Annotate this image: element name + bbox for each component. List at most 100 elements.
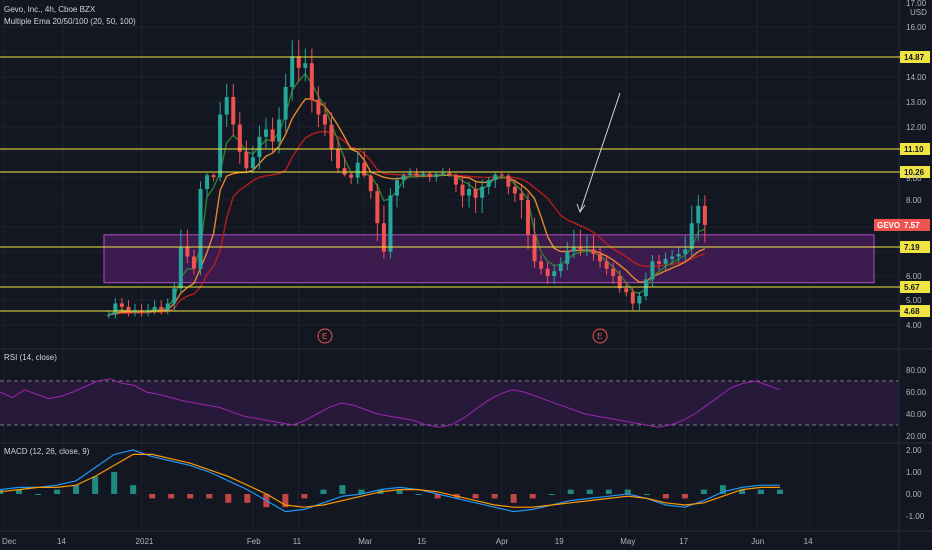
candle bbox=[133, 303, 137, 317]
time-axis-label: 17 bbox=[679, 537, 688, 546]
candle bbox=[309, 48, 314, 113]
candle bbox=[355, 151, 360, 184]
candle bbox=[362, 151, 367, 178]
candle bbox=[349, 172, 354, 184]
macd-histogram-bar bbox=[529, 494, 536, 499]
candle-body bbox=[683, 249, 688, 255]
time-axis-label: Mar bbox=[358, 537, 372, 546]
macd-histogram-bar bbox=[548, 494, 555, 495]
price-tick: 17.00 bbox=[906, 0, 927, 8]
candle bbox=[388, 188, 393, 259]
rsi-tick: 80.00 bbox=[906, 366, 927, 375]
candle-body bbox=[211, 175, 216, 178]
candle bbox=[571, 229, 576, 259]
rsi-line bbox=[0, 378, 781, 428]
macd-histogram-bar bbox=[662, 494, 669, 499]
candle-body bbox=[342, 168, 347, 175]
candle bbox=[113, 298, 118, 319]
candle bbox=[198, 181, 203, 275]
macd-histogram-bar bbox=[358, 489, 365, 494]
candle-body bbox=[624, 288, 629, 293]
macd-histogram-bar bbox=[586, 489, 593, 494]
candle-body bbox=[231, 97, 236, 125]
candle-body bbox=[447, 173, 452, 176]
signal-line bbox=[0, 453, 780, 508]
candle-body bbox=[165, 303, 170, 311]
macd-histogram-bar bbox=[339, 485, 346, 494]
candle bbox=[414, 168, 419, 178]
candle bbox=[342, 156, 347, 177]
macd-histogram-bar bbox=[605, 489, 612, 494]
macd-histogram-bar bbox=[244, 494, 251, 503]
support-zone bbox=[103, 234, 875, 284]
candle bbox=[624, 281, 629, 297]
candle bbox=[532, 217, 537, 268]
candle bbox=[119, 298, 124, 313]
candle-body bbox=[191, 256, 196, 269]
candle bbox=[401, 173, 406, 189]
macd-histogram-bar bbox=[434, 494, 441, 499]
candle bbox=[670, 249, 675, 266]
macd-tick: -1.00 bbox=[906, 512, 925, 521]
level-price-label: 10.26 bbox=[904, 168, 925, 177]
price-tick: 13.00 bbox=[906, 98, 927, 107]
macd-histogram-bar bbox=[757, 489, 764, 494]
candle-body bbox=[460, 184, 465, 196]
candle-body bbox=[198, 189, 203, 269]
candle-body bbox=[552, 271, 557, 276]
candle-body bbox=[506, 175, 511, 187]
price-tick: 16.00 bbox=[906, 23, 927, 32]
candle bbox=[598, 247, 603, 268]
candle-body bbox=[453, 175, 458, 185]
last-price-tag bbox=[900, 218, 930, 231]
candle bbox=[578, 229, 583, 257]
candle bbox=[663, 252, 668, 271]
candle-body bbox=[250, 157, 255, 169]
candle-body bbox=[290, 56, 295, 87]
candle bbox=[591, 235, 596, 261]
candle-body bbox=[119, 303, 124, 307]
candles bbox=[106, 40, 707, 319]
price-tick: 9.00 bbox=[906, 174, 922, 183]
candle-body bbox=[617, 276, 622, 289]
macd-histogram-bar bbox=[510, 494, 517, 503]
candle bbox=[159, 300, 164, 315]
macd-histogram-bar bbox=[700, 489, 707, 494]
candle-body bbox=[388, 195, 393, 252]
price-unit: USD bbox=[910, 8, 927, 17]
macd-histogram-bar bbox=[282, 494, 289, 508]
rsi-band bbox=[0, 381, 898, 425]
candle bbox=[270, 117, 275, 154]
candle bbox=[139, 303, 144, 317]
candle bbox=[617, 270, 622, 293]
candle-body bbox=[545, 268, 550, 276]
ticker-label: GEVO bbox=[877, 221, 900, 230]
candle-body bbox=[178, 246, 183, 289]
candle bbox=[512, 179, 517, 202]
level-price-label: 5.67 bbox=[904, 283, 920, 292]
candle bbox=[218, 102, 223, 182]
candle bbox=[643, 272, 648, 301]
rsi-tick: 40.00 bbox=[906, 410, 927, 419]
macd-legend: MACD (12, 26, close, 9) bbox=[4, 447, 90, 456]
macd-histogram-bar bbox=[643, 494, 650, 495]
candle bbox=[545, 262, 550, 284]
candle bbox=[657, 254, 661, 271]
level-price-tag bbox=[900, 305, 930, 317]
candle-body bbox=[512, 186, 517, 194]
level-price-tag bbox=[900, 281, 930, 293]
candle bbox=[237, 112, 242, 164]
candle-body bbox=[467, 189, 472, 196]
candle bbox=[480, 179, 485, 213]
candle bbox=[375, 183, 380, 241]
candle-body bbox=[322, 114, 327, 125]
candle bbox=[178, 229, 183, 293]
candle-body bbox=[414, 173, 419, 176]
candle bbox=[604, 254, 609, 275]
candle bbox=[244, 140, 249, 174]
candle-body bbox=[643, 279, 648, 297]
earnings-marker bbox=[592, 328, 608, 344]
candle bbox=[519, 186, 524, 219]
candle bbox=[453, 173, 458, 193]
